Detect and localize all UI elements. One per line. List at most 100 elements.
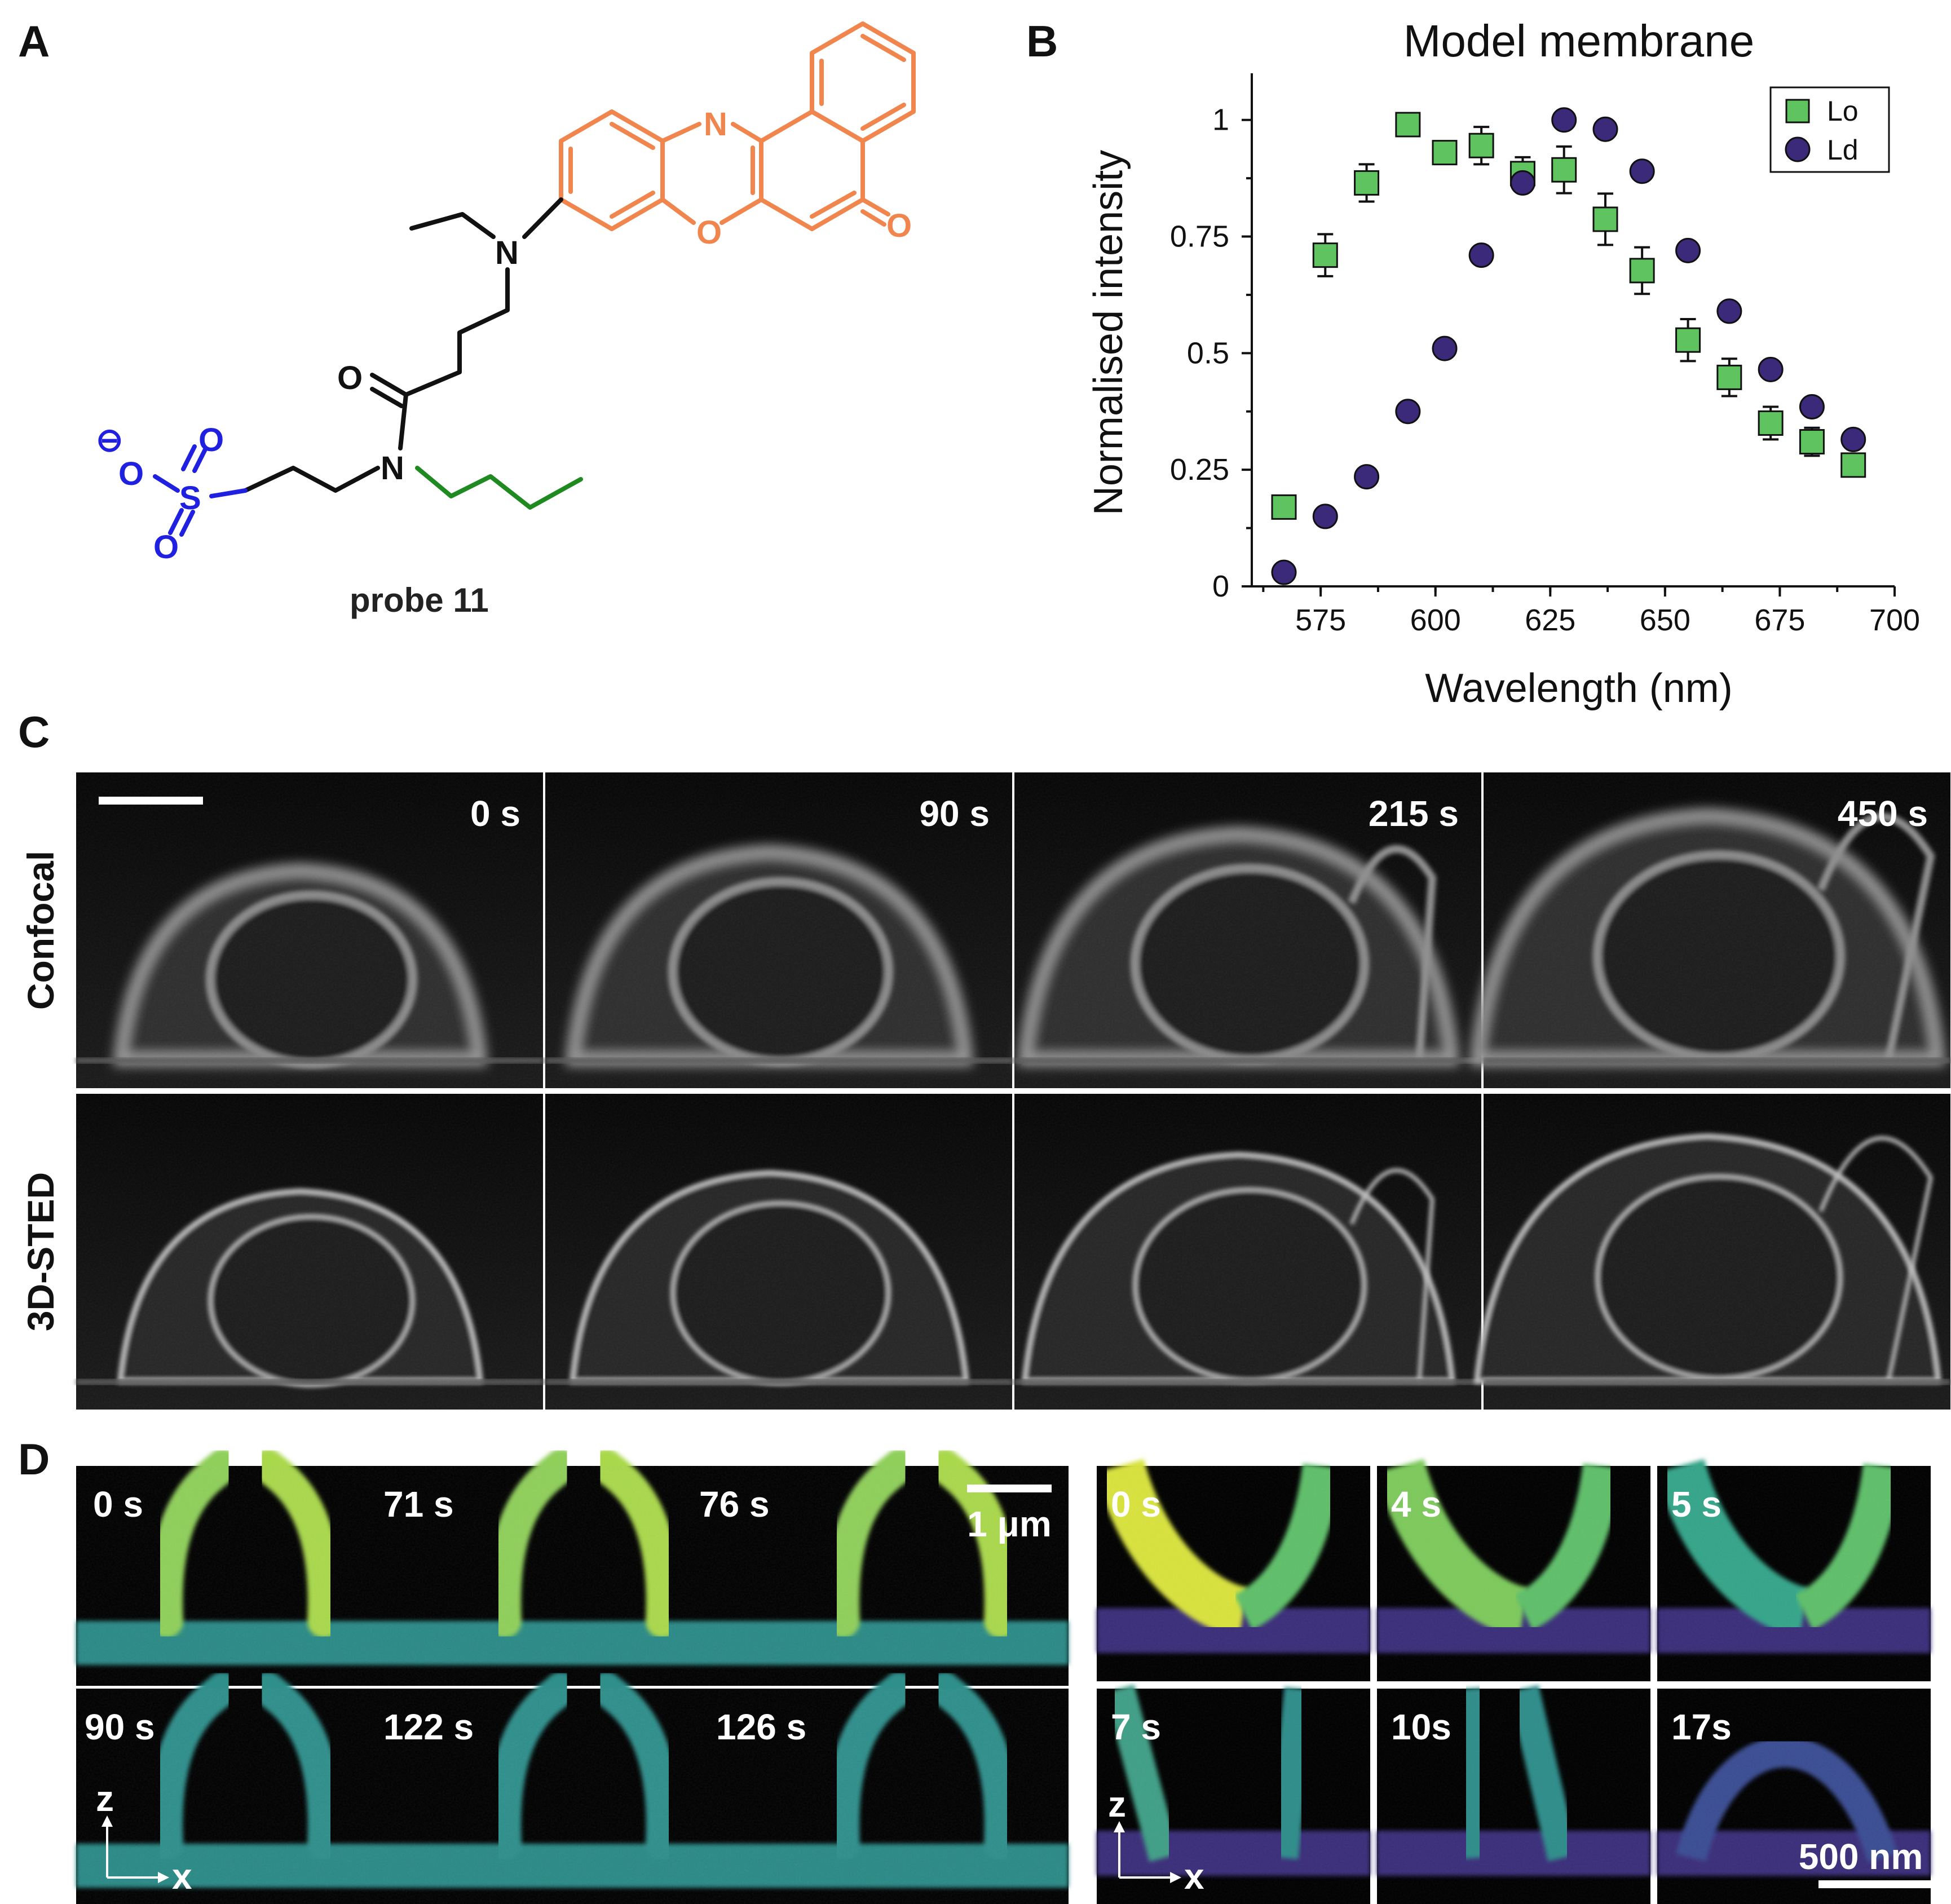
ld-point [1468,242,1494,268]
lo-point [1675,327,1701,353]
axis-z-label-right: z [1108,1784,1126,1825]
time-label: 7 s [1111,1707,1161,1747]
time-label: 450 s [1838,793,1928,834]
panel-d-grid: 0 s 71 s 76 s 90 s 122 s 126 s 1 μm z x 0 s 4 s 5 s… [76,1449,1931,1904]
tile-noise [1484,1094,1950,1410]
tile-noise [76,1094,543,1410]
zoom-noise [1377,1689,1650,1904]
atom-o-keto: O [886,207,912,244]
x-axis-title: Wavelength (nm) [1425,666,1733,711]
ld-point [1312,503,1338,529]
time-label: 71 s [383,1484,454,1525]
probe-label: probe 11 [350,581,489,619]
panel-label-a: A [18,16,50,66]
time-label: 90 s [919,793,990,834]
panel-b: B Model membrane 575 600 625 650 675 700 0 0.25… [1026,16,1920,711]
zoom-noise [1097,1466,1370,1681]
micrograph-tile [545,1094,1012,1410]
atom-o-minus: O [118,456,144,492]
lo-point [1629,258,1655,284]
scale-bar-1um [967,1485,1052,1492]
time-label: 4 s [1391,1484,1441,1525]
strip-noise [76,1689,1069,1904]
lo-point [1395,112,1421,138]
ld-point [1354,464,1380,490]
time-label: 5 s [1671,1484,1722,1525]
probe-structure: N O O N O N S [96,21,916,619]
micrograph-tile: 0 s [76,772,543,1088]
axis-z-label: z [96,1778,114,1819]
zoom-tile: 7 s [1097,1684,1370,1904]
atom-o-s1: O [198,422,224,458]
lo-point [1432,140,1458,166]
ld-point [1271,559,1297,585]
zoom-noise [1657,1689,1931,1904]
negative-charge: ⊖ [96,422,123,458]
lo-point [1551,157,1577,183]
micrograph-tile: 90 s [545,772,1012,1088]
x-arrowhead [158,1872,169,1883]
zoom-noise [1377,1466,1650,1681]
micrograph-tile: 450 s [1469,772,1950,1088]
chart: 575 600 625 650 675 700 0 0.25 0.5 0.75 1 Wavelengt… [1086,73,1920,711]
scale-bar-label-1um: 1 μm [967,1504,1051,1544]
chart-title: Model membrane [1403,16,1755,66]
lo-point [1799,429,1825,455]
panel-label-b: B [1026,16,1058,66]
x-tick-label: 600 [1410,603,1461,637]
lo-point [1312,242,1338,268]
zoom-tile: 10s [1377,1685,1650,1904]
y-tick-label: 0.5 [1187,336,1229,370]
legend-marker-lo [1785,99,1810,123]
axis-x-label: x [172,1856,192,1897]
zoom-noise [1657,1466,1931,1681]
panel-a: A [18,16,916,619]
panel-d: D 0 s 71 s 76 s 90 s 122 s 126 s 1 μm z x 0 s 4 s 5… [18,1434,1931,1904]
tile-noise [545,772,1012,1088]
phenoxazinone-core: N O O [559,21,916,251]
panel-label-c: C [18,707,50,757]
time-label: 215 s [1369,793,1459,834]
micrograph-tile [1014,1094,1481,1410]
y-tick-label: 0.75 [1170,220,1229,254]
atom-o-amide: O [337,360,363,396]
ld-point [1675,237,1701,263]
strip-noise [76,1466,1069,1686]
micrograph-tile [1474,1094,1950,1410]
time-label: 10s [1391,1707,1451,1747]
legend-marker-ld [1785,136,1811,162]
ld-point [1432,335,1458,361]
panel-c-grid: Confocal 0 s 90 s 215 s 450 s 3D-STED [20,772,1950,1410]
ld-point [1799,394,1825,419]
y-tick-label: 0 [1212,569,1229,603]
atom-n-amine: N [495,235,519,271]
atom-o-ring: O [696,214,722,251]
x-tick-label: 700 [1869,603,1920,637]
ld-point [1395,399,1421,425]
lo-point [1468,132,1494,158]
atom-n-amide: N [381,450,404,487]
micrograph-tile: 215 s [1014,772,1481,1088]
sulfonate-group: S O O O ⊖ [96,422,248,566]
micrograph-tile [76,1094,543,1410]
time-label: 0 s [470,793,520,834]
legend-label-lo: Lo [1827,95,1859,127]
zoom-tile: 4 s [1375,1459,1650,1681]
legend-label-ld: Ld [1827,134,1859,166]
tile-noise [1014,1094,1481,1410]
time-label: 122 s [383,1707,474,1747]
lo-point [1840,452,1866,478]
ld-point [1716,298,1742,324]
panel-c: C Confocal 0 s 90 s 215 s 450 s 3D-STED [18,707,1950,1410]
x-tick-label: 575 [1295,603,1346,637]
legend: Lo Ld [1769,86,1890,173]
y-axis-title: Normalised intensity [1086,150,1131,515]
time-label: 126 s [716,1707,806,1747]
ld-point [1551,107,1577,133]
butyl-tail [415,466,583,510]
time-label: 90 s [85,1707,155,1747]
panel-label-d: D [18,1434,50,1484]
row-label: Confocal [20,851,61,1010]
x-tick-label: 650 [1640,603,1690,637]
row-label: 3D-STED [20,1172,61,1331]
